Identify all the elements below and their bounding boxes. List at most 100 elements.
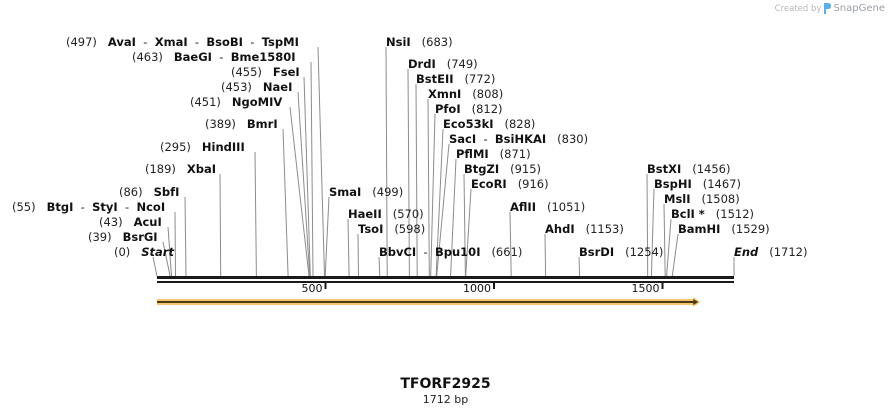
enzyme-name[interactable]: XmnI [428,87,462,101]
enzyme-name[interactable]: SmaI [329,185,362,199]
site-label[interactable]: BsrDI (1254) [579,245,663,259]
site-label[interactable]: BtgZI (915) [464,162,541,176]
enzyme-name[interactable]: SacI [449,132,477,146]
name-separator: - [416,245,435,259]
site-label[interactable]: MslI (1508) [664,192,740,206]
enzyme-name[interactable]: NsiI [386,35,411,49]
gap [130,245,141,259]
gap [252,80,263,94]
site-label[interactable]: End (1712) [734,245,808,259]
site-label[interactable]: BstXI (1456) [647,162,730,176]
enzyme-name[interactable]: BsrGI [122,230,158,244]
site-label[interactable]: (453) NaeI [221,80,292,94]
site-names: NgoMIV [232,95,282,109]
site-label[interactable]: (455) FseI [231,65,300,79]
site-names: NaeI [263,80,292,94]
enzyme-name[interactable]: PflMI [456,147,489,161]
site-label[interactable]: (43) AcuI [99,215,162,229]
enzyme-name[interactable]: NaeI [262,80,293,94]
site-label[interactable]: (451) NgoMIV [190,95,282,109]
site-label[interactable]: (389) BmrI [205,117,278,131]
site-label[interactable]: NsiI (683) [386,35,453,49]
enzyme-name[interactable]: MslI [664,192,691,206]
site-label[interactable]: AflII (1051) [510,200,585,214]
backbone-top-strand [157,276,734,279]
site-label[interactable]: (55) BtgI - StyI - NcoI [12,200,165,214]
enzyme-name[interactable]: SbfI [153,185,180,199]
enzyme-name[interactable]: BspHI [654,177,692,191]
cut-site-line [666,218,672,277]
site-label[interactable]: (86) SbfI [119,185,179,199]
site-label[interactable]: XmnI (808) [428,87,503,101]
enzyme-name[interactable]: HindIII [201,140,245,154]
gap [494,117,505,131]
enzyme-name[interactable]: BaeGI [173,50,212,64]
site-position: (808) [472,87,504,101]
enzyme-name[interactable]: BclI * [671,207,705,221]
enzyme-name[interactable]: TsoI [358,222,384,236]
enzyme-name[interactable]: AvaI [107,35,136,49]
cut-site-line [297,91,311,277]
enzyme-name[interactable]: End [734,245,759,259]
site-label[interactable]: (189) XbaI [145,162,216,176]
site-label[interactable]: AhdI (1153) [545,222,624,236]
site-label[interactable]: (39) BsrGI [88,230,158,244]
site-label[interactable]: Eco53kI (828) [443,117,535,131]
site-label[interactable]: EcoRI (916) [471,177,549,191]
enzyme-name[interactable]: BsoBI [206,35,243,49]
enzyme-name[interactable]: Bme1580I [230,50,296,64]
enzyme-name[interactable]: NgoMIV [231,95,283,109]
site-names: DrdI [408,57,436,71]
site-label[interactable]: SacI - BsiHKAI (830) [449,132,588,146]
cut-site-line [435,128,444,277]
enzyme-name[interactable]: TspMI [261,35,299,49]
gap [461,87,472,101]
cut-site-line [282,128,289,277]
enzyme-name[interactable]: FseI [272,65,300,79]
site-position: (1467) [702,177,741,191]
enzyme-name[interactable]: BamHI [678,222,721,236]
enzyme-name[interactable]: XbaI [186,162,217,176]
enzyme-name[interactable]: EcoRI [471,177,507,191]
site-label[interactable]: PflMI (871) [456,147,531,161]
site-label[interactable]: (463) BaeGI - Bme1580I [132,50,296,64]
enzyme-name[interactable]: BstEII [416,72,454,86]
site-label[interactable]: BbvCI - Bpu10I (661) [379,245,522,259]
enzyme-name[interactable]: DrdI [408,57,436,71]
enzyme-name[interactable]: AcuI [133,215,162,229]
site-label[interactable]: BspHI (1467) [654,177,741,191]
site-label[interactable]: (0) Start [114,245,174,259]
enzyme-name[interactable]: Eco53kI [443,117,494,131]
site-label[interactable]: DrdI (749) [408,57,478,71]
site-label[interactable]: (295) HindIII [160,140,245,154]
enzyme-name[interactable]: StyI [92,200,118,214]
enzyme-name[interactable]: BtgI [46,200,74,214]
enzyme-name[interactable]: HaeII [348,207,382,221]
gap [176,162,187,176]
enzyme-name[interactable]: PfoI [435,102,461,116]
gap [692,177,703,191]
site-label[interactable]: HaeII (570) [348,207,424,221]
enzyme-name[interactable]: AhdI [545,222,575,236]
enzyme-name[interactable]: BsiHKAI [494,132,547,146]
enzyme-name[interactable]: Start [141,245,174,259]
enzyme-name[interactable]: BmrI [246,117,278,131]
site-label[interactable]: BclI * (1512) [671,207,754,221]
site-label[interactable]: SmaI (499) [329,185,403,199]
site-names: BsrDI [579,245,614,259]
enzyme-name[interactable]: BbvCI [379,245,417,259]
enzyme-name[interactable]: BsrDI [579,245,615,259]
cut-site-line [310,61,314,277]
site-label[interactable]: (497) AvaI - XmaI - BsoBI - TspMI [66,35,299,49]
site-label[interactable]: BamHI (1529) [678,222,770,236]
enzyme-name[interactable]: BtgZI [464,162,500,176]
axis-tick-label: 1000 [463,282,492,295]
site-label[interactable]: TsoI (598) [358,222,425,236]
site-label[interactable]: PfoI (812) [435,102,503,116]
enzyme-name[interactable]: BstXI [647,162,682,176]
enzyme-name[interactable]: Bpu10I [435,245,481,259]
site-label[interactable]: BstEII (772) [416,72,495,86]
enzyme-name[interactable]: XmaI [154,35,188,49]
enzyme-name[interactable]: AflII [510,200,536,214]
enzyme-name[interactable]: NcoI [136,200,166,214]
